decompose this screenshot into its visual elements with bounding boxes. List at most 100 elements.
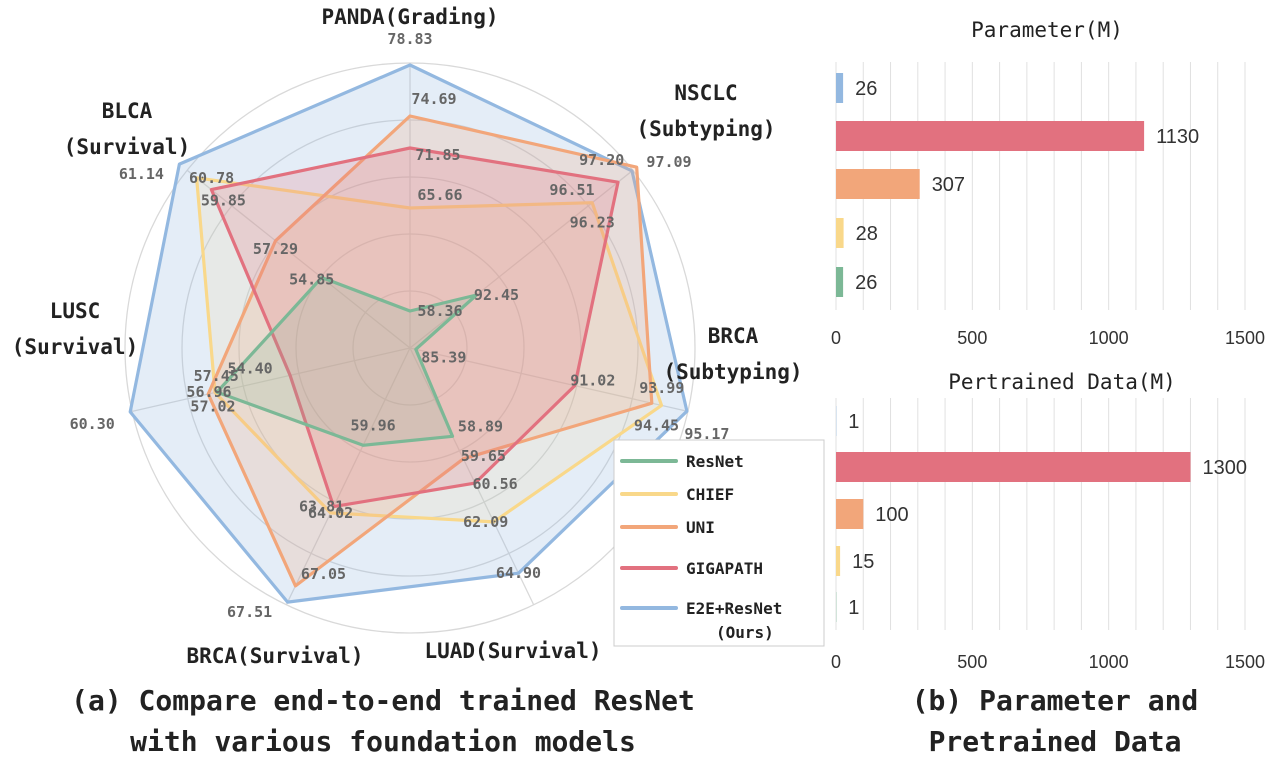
bars2-bar-label-uni: 100 [875, 504, 908, 526]
radar-axis-title-6-line0: BLCA [102, 99, 153, 123]
radar-axis-title-1-line1: (Subtyping) [636, 117, 775, 141]
radar-series-resnet [215, 275, 479, 447]
radar-value-uni-6: 57.29 [253, 240, 298, 258]
radar-axis-title-4-line0: BRCA(Survival) [186, 644, 363, 668]
bars1-bar-label-resnet: 26 [855, 272, 877, 294]
radar-value-resnet-3: 58.89 [458, 417, 503, 435]
radar-axis-title-0-line0: PANDA(Grading) [321, 5, 498, 29]
caption-b-line1: (b) Parameter and [912, 684, 1199, 717]
radar-value-chief-2: 94.45 [634, 416, 679, 434]
radar-spoke [409, 347, 535, 606]
radar-value-chief-3: 62.09 [463, 513, 508, 531]
bars2-tick-1000: 1000 [1089, 652, 1129, 672]
bars2-tick-500: 500 [957, 652, 987, 672]
radar-value-gigapath-5: 54.40 [228, 359, 273, 377]
radar-value-uni-3: 59.65 [461, 447, 506, 465]
radar-value-e2e-resnet-ours-3: 64.90 [496, 564, 541, 582]
radar-value-chief-1: 96.23 [570, 214, 615, 232]
radar-axis-title-3-line0: LUAD(Survival) [424, 639, 601, 663]
radar-series-e2e-resnet-ours [128, 63, 689, 604]
radar-value-uni-1: 97.20 [579, 151, 624, 169]
radar-spoke [285, 347, 411, 606]
bars1-bar-e2e-resnet-ours [836, 73, 844, 103]
radar-value-gigapath-2: 91.02 [570, 372, 615, 390]
radar-grid [124, 62, 696, 634]
radar-axis-titles: PANDA(Grading) NSCLC (Subtyping) BRCA (Subty… [12, 5, 803, 668]
bars1-tick-500: 500 [957, 328, 987, 348]
radar-value-resnet-5: 56.96 [186, 383, 231, 401]
radar-value-gigapath-1: 96.51 [549, 181, 594, 199]
radar-axis-title-2-line0: BRCA [708, 324, 759, 348]
legend: ResNet CHIEF UNI GIGAPATH E2E+ResNet (Ours) [613, 439, 825, 647]
radar-value-labels: 58.36 92.45 85.39 58.89 59.96 56.96 54.85 65.66… [70, 30, 730, 621]
radar-value-gigapath-0: 71.85 [415, 146, 460, 164]
caption-a-line1: (a) Compare end-to-end trained ResNet [71, 684, 695, 717]
radar-value-gigapath-4: 63.81 [299, 498, 344, 516]
bars1-bar-label-gigapath: 1130 [1156, 126, 1199, 148]
radar-spoke [409, 169, 634, 349]
radar-chart: 58.36 92.45 85.39 58.89 59.96 56.96 54.85 65.66… [12, 5, 825, 668]
bars2-bar-label-e2e-resnet-ours: 1 [848, 411, 859, 433]
radar-value-resnet-6: 54.85 [289, 271, 334, 289]
caption-b-line2: Pretrained Data [929, 725, 1182, 758]
radar-value-chief-6: 60.78 [189, 169, 234, 187]
parameter-bar-chart: Parameter(M) 0 500 1000 1500 26 1130 307 28 26 [831, 18, 1265, 348]
radar-axis-title-5-line0: LUSC [50, 299, 101, 323]
radar-value-e2e-resnet-ours-0: 78.83 [387, 30, 432, 48]
legend-label-e2e-resnet-ours-line2: (Ours) [716, 623, 774, 642]
bars2-bar-chief [836, 546, 841, 576]
bars1-bar-resnet [836, 267, 844, 297]
radar-spoke [132, 347, 411, 413]
radar-series [128, 63, 689, 604]
radar-value-e2e-resnet-ours-5: 60.30 [70, 415, 115, 433]
radar-axis-title-1-line0: NSCLC [674, 81, 737, 105]
bars1-bar-gigapath [836, 121, 1145, 151]
radar-spoke [409, 347, 688, 413]
legend-label-e2e-resnet-ours: E2E+ResNet [686, 599, 782, 618]
bars2-tick-0: 0 [831, 652, 841, 672]
radar-value-e2e-resnet-ours-1: 97.09 [646, 153, 691, 171]
bars2-bar-gigapath [836, 452, 1191, 482]
radar-value-resnet-0: 58.36 [417, 302, 462, 320]
radar-value-uni-5: 57.45 [194, 367, 239, 385]
bars1-bar-label-e2e-resnet-ours: 26 [855, 78, 877, 100]
bars2-bar-uni [836, 499, 864, 529]
radar-value-resnet-4: 59.96 [351, 416, 396, 434]
radar-value-uni-0: 74.69 [411, 90, 456, 108]
pretrained-data-bar-chart: Pertrained Data(M) 0 500 1000 1500 1 1300 100 15… [831, 370, 1265, 672]
legend-label-resnet: ResNet [686, 452, 744, 471]
radar-value-chief-0: 65.66 [417, 186, 462, 204]
radar-axis-title-2-line1: (Subtyping) [663, 360, 802, 384]
bars2-title: Pertrained Data(M) [948, 370, 1176, 394]
radar-value-resnet-1: 92.45 [474, 286, 519, 304]
bars2-bar-label-resnet: 1 [848, 597, 859, 619]
radar-value-chief-4: 64.02 [308, 504, 353, 522]
captions: (a) Compare end-to-end trained ResNet wi… [71, 684, 1198, 758]
bars2-tick-1500: 1500 [1225, 652, 1265, 672]
radar-value-uni-4: 67.05 [301, 565, 346, 583]
bars1-bar-label-uni: 307 [932, 174, 965, 196]
bars1-bar-label-chief: 28 [856, 223, 878, 245]
radar-axis-title-5-line1: (Survival) [12, 335, 138, 359]
radar-value-gigapath-3: 60.56 [473, 475, 518, 493]
radar-series-gigapath [209, 146, 620, 509]
bars1-bar-uni [836, 169, 920, 199]
legend-box [613, 439, 825, 647]
bars1-bar-chief [836, 218, 844, 248]
bars1-title: Parameter(M) [971, 18, 1123, 42]
radar-value-uni-2: 93.99 [639, 379, 684, 397]
radar-value-e2e-resnet-ours-4: 67.51 [227, 603, 272, 621]
radar-series-uni [206, 114, 654, 588]
bars2-bar-label-gigapath: 1300 [1203, 457, 1248, 479]
bars1-tick-0: 0 [831, 328, 841, 348]
radar-value-e2e-resnet-ours-6: 61.14 [119, 165, 164, 183]
bars1-tick-1000: 1000 [1089, 328, 1129, 348]
radar-value-chief-5: 57.02 [190, 398, 235, 416]
radar-spoke [186, 169, 411, 349]
radar-value-resnet-2: 85.39 [421, 348, 466, 366]
caption-a-line2: with various foundation models [130, 725, 636, 758]
bars2-bar-label-chief: 15 [852, 551, 874, 573]
legend-label-chief: CHIEF [686, 485, 734, 504]
bars1-tick-1500: 1500 [1225, 328, 1265, 348]
